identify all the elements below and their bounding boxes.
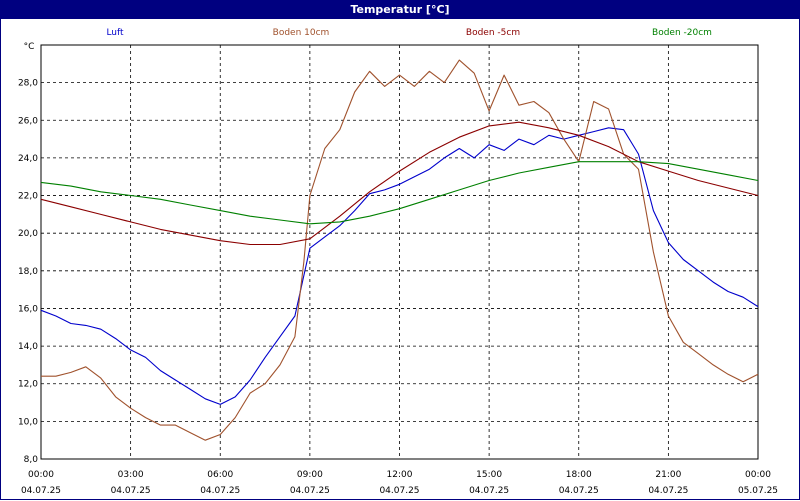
x-tick-date: 04.07.25 bbox=[379, 486, 419, 496]
y-tick-label: 12,0 bbox=[18, 380, 38, 390]
x-tick-time: 21:00 bbox=[655, 470, 681, 480]
y-tick-label: 8,0 bbox=[24, 455, 39, 465]
legend-entry: Boden -5cm bbox=[466, 28, 520, 38]
x-tick-date: 05.07.25 bbox=[738, 486, 778, 496]
x-tick-time: 03:00 bbox=[118, 470, 144, 480]
y-tick-label: 20,0 bbox=[18, 229, 38, 239]
x-tick-time: 12:00 bbox=[387, 470, 413, 480]
legend-entry: Boden 10cm bbox=[273, 28, 330, 38]
y-tick-label: 22,0 bbox=[18, 192, 38, 202]
x-tick-time: 00:00 bbox=[28, 470, 54, 480]
x-tick-time: 06:00 bbox=[207, 470, 233, 480]
series-line-boden-20cm bbox=[40, 161, 759, 225]
y-tick-label: 26,0 bbox=[18, 116, 38, 126]
x-tick-date: 04.07.25 bbox=[648, 486, 688, 496]
window-title: Temperatur [°C] bbox=[1, 1, 799, 19]
series-line-boden-10cm bbox=[41, 59, 759, 441]
x-tick-date: 04.07.25 bbox=[111, 486, 151, 496]
x-tick-time: 00:00 bbox=[745, 470, 771, 480]
x-tick-date: 04.07.25 bbox=[290, 486, 330, 496]
x-tick-date: 04.07.25 bbox=[21, 486, 61, 496]
y-tick-label: 10,0 bbox=[18, 417, 38, 427]
x-tick-time: 18:00 bbox=[566, 470, 592, 480]
y-axis-unit: °C bbox=[24, 42, 35, 52]
x-tick-time: 15:00 bbox=[476, 470, 502, 480]
x-tick-date: 04.07.25 bbox=[200, 486, 240, 496]
legend-entry: Boden -20cm bbox=[652, 28, 712, 38]
x-tick-date: 04.07.25 bbox=[559, 486, 599, 496]
y-tick-label: 16,0 bbox=[18, 304, 38, 314]
x-tick-time: 09:00 bbox=[297, 470, 323, 480]
y-tick-label: 28,0 bbox=[18, 79, 38, 89]
y-tick-label: 24,0 bbox=[18, 154, 38, 164]
y-tick-label: 18,0 bbox=[18, 267, 38, 277]
legend-entry: Luft bbox=[106, 28, 124, 38]
series-line-luft bbox=[40, 127, 759, 405]
y-tick-label: 14,0 bbox=[18, 342, 38, 352]
x-tick-date: 04.07.25 bbox=[469, 486, 509, 496]
